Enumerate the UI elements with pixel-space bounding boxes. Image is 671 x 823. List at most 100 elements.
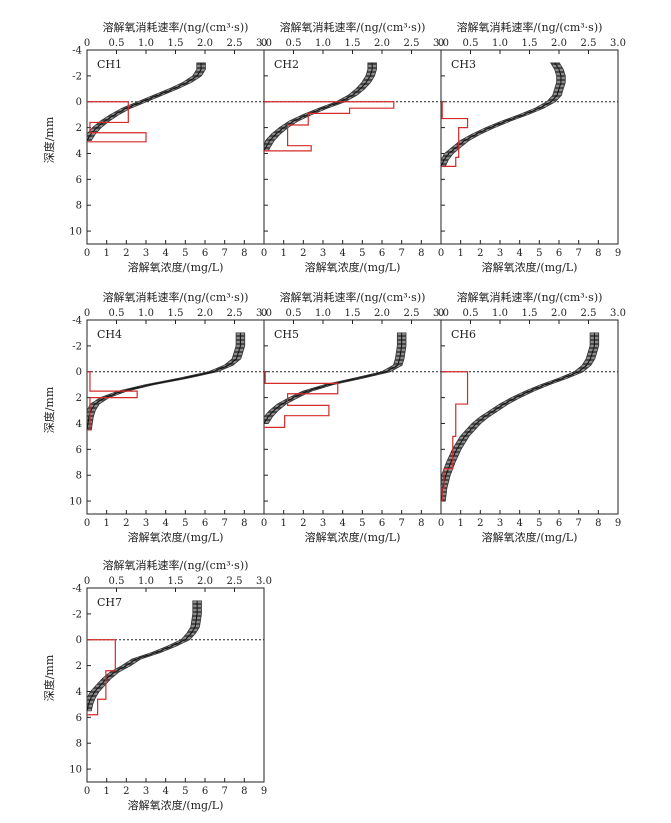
y-tick-label: 10 <box>69 765 82 776</box>
bottom-axis-title: 溶解氧浓度/(mg/L) <box>305 260 401 274</box>
y-tick-label: 0 <box>76 97 82 108</box>
x2-tick-label: 2.0 <box>197 38 213 49</box>
x2-tick-label: 0.5 <box>286 308 302 319</box>
x-tick-label: 2 <box>300 248 306 259</box>
y-tick-label: -2 <box>72 609 82 620</box>
x2-tick-label: 1.5 <box>522 38 538 49</box>
panel-label: CH4 <box>97 328 122 341</box>
y-tick-label: 6 <box>76 713 82 724</box>
y-tick-label: 8 <box>76 739 82 750</box>
y-tick-label: 4 <box>76 419 82 430</box>
top-axis-title: 溶解氧消耗速率/(ng/(cm³·s)) <box>457 20 603 34</box>
y-tick-label: 10 <box>69 497 82 508</box>
x2-tick-label: 1.5 <box>168 38 184 49</box>
x2-tick-label: 1.0 <box>138 308 154 319</box>
x2-tick-label: 3.0 <box>610 308 626 319</box>
x2-tick-label: 1.5 <box>168 308 184 319</box>
y-tick-label: 10 <box>69 227 82 238</box>
y-tick-label: 8 <box>76 201 82 212</box>
x-tick-label: 2 <box>300 518 306 529</box>
x2-tick-label: 0.5 <box>463 38 479 49</box>
x-tick-label: 4 <box>516 518 522 529</box>
concentration-line <box>440 62 562 167</box>
x2-tick-label: 0 <box>84 576 90 587</box>
x-tick-label: 8 <box>241 786 247 797</box>
x-tick-label: 6 <box>556 518 562 529</box>
x-tick-label: 3 <box>143 786 149 797</box>
x2-tick-label: 1.0 <box>138 576 154 587</box>
concentration-line <box>263 332 403 424</box>
y-tick-label: 8 <box>76 471 82 482</box>
consumption-rate-steps <box>264 101 395 152</box>
x-tick-label: 3 <box>320 518 326 529</box>
concentration-line <box>263 62 373 152</box>
x-tick-label: 1 <box>103 786 109 797</box>
x2-tick-label: 1.5 <box>345 308 361 319</box>
bottom-axis-title: 溶解氧浓度/(mg/L) <box>482 530 578 544</box>
y-tick-label: -2 <box>72 71 82 82</box>
y-tick-label: 0 <box>76 367 82 378</box>
x-tick-label: 1 <box>103 518 109 529</box>
x2-tick-label: 0.5 <box>286 38 302 49</box>
x-tick-label: 1 <box>457 518 463 529</box>
panel-label: CH2 <box>274 58 299 71</box>
y-tick-label: -4 <box>72 584 82 595</box>
left-axis-title: 深度/mm <box>42 654 56 701</box>
left-axis-title: 深度/mm <box>42 386 56 433</box>
x2-tick-label: 1.5 <box>522 308 538 319</box>
panel-label: CH6 <box>451 328 476 341</box>
x2-tick-label: 2.5 <box>404 308 420 319</box>
x-tick-label: 5 <box>359 248 365 259</box>
x2-tick-label: 3.0 <box>256 576 272 587</box>
panel-ch7: 0 1 2 3 4 5 6 7 8 9 0 0.5 1.0 1.5 2.0 2.5 3.0 -4 -2 0 2 4 6 8 10… <box>42 558 272 812</box>
plot-frame <box>440 49 619 245</box>
x-tick-label: 1 <box>457 248 463 259</box>
y-tick-label: 2 <box>76 661 82 672</box>
x2-tick-label: 0 <box>438 308 444 319</box>
x2-tick-label: 2.5 <box>404 38 420 49</box>
x2-tick-label: 0 <box>84 308 90 319</box>
x-tick-label: 2 <box>123 518 129 529</box>
x-tick-label: 8 <box>241 518 247 529</box>
x-tick-label: 7 <box>398 518 404 529</box>
bottom-axis-title: 溶解氧浓度/(mg/L) <box>305 530 401 544</box>
panel-ch4: 0 1 2 3 4 5 6 7 8 0 0.5 1.0 1.5 2.0 2.5 3.0 -4 -2 0 2 4 6 8 10 C… <box>42 290 272 544</box>
y-tick-label: 6 <box>76 175 82 186</box>
consumption-rate-steps <box>87 371 138 431</box>
x-tick-label: 0 <box>84 786 90 797</box>
plot-frame <box>263 49 442 245</box>
x2-tick-label: 1.0 <box>138 38 154 49</box>
x2-tick-label: 2.0 <box>374 308 390 319</box>
x-tick-label: 3 <box>497 518 503 529</box>
concentration-band <box>440 62 566 167</box>
y-tick-label: 2 <box>76 123 82 134</box>
x-tick-label: 7 <box>575 518 581 529</box>
x2-tick-label: 0.5 <box>109 576 125 587</box>
x-tick-label: 6 <box>202 518 208 529</box>
y-tick-label: -4 <box>72 316 82 327</box>
x2-tick-label: 0.5 <box>463 308 479 319</box>
x2-tick-label: 1.0 <box>315 38 331 49</box>
x-tick-label: 4 <box>339 518 345 529</box>
consumption-rate-steps <box>441 101 469 167</box>
x-tick-label: 7 <box>221 248 227 259</box>
x2-tick-label: 2.5 <box>227 38 243 49</box>
x-tick-label: 8 <box>595 518 601 529</box>
x-tick-label: 1 <box>103 248 109 259</box>
top-axis-title: 溶解氧消耗速率/(ng/(cm³·s)) <box>103 20 249 34</box>
x-tick-label: 8 <box>241 248 247 259</box>
x2-tick-label: 0.5 <box>109 308 125 319</box>
panel-ch6: 0 1 2 3 4 5 6 7 8 9 0 0.5 1.0 1.5 2.0 2.5 3.0 CH6 溶解氧消耗速率/… <box>438 290 626 544</box>
x-tick-label: 5 <box>182 248 188 259</box>
bottom-axis-title: 溶解氧浓度/(mg/L) <box>128 530 224 544</box>
x-tick-label: 0 <box>261 518 267 529</box>
consumption-rate-steps <box>441 371 469 502</box>
y-tick-label: 4 <box>76 687 82 698</box>
top-axis-title: 溶解氧消耗速率/(ng/(cm³·s)) <box>280 290 426 304</box>
x-tick-label: 5 <box>359 518 365 529</box>
x2-tick-label: 1.0 <box>492 308 508 319</box>
x-tick-label: 0 <box>84 518 90 529</box>
top-axis-title: 溶解氧消耗速率/(ng/(cm³·s)) <box>103 290 249 304</box>
x2-tick-label: 1.5 <box>345 38 361 49</box>
consumption-rate-steps <box>87 639 116 716</box>
